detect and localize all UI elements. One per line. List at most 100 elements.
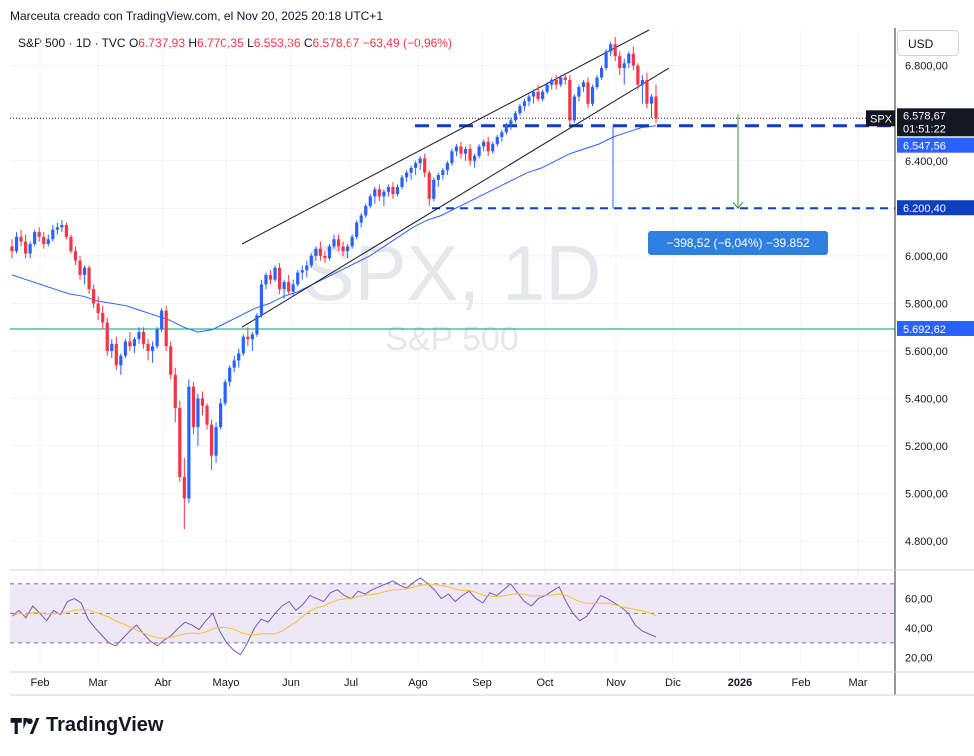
overlays: −398,52 (−6,04%) −39.852 [10, 29, 895, 333]
price-tick: 4.800,00 [905, 536, 948, 548]
candle-body [268, 274, 273, 280]
candle-body [613, 44, 617, 57]
legend-ohlc: O6.737,93 H6.770,35 L6.553,36 C6.578,67 … [129, 36, 452, 50]
symbol-tag: SPX [870, 113, 893, 125]
candle-body [101, 312, 105, 323]
candle-body [477, 146, 481, 157]
candle-body [305, 265, 309, 271]
candle-body [436, 175, 440, 180]
legend: S&P 500 · 1D · TVC O6.737,93 H6.770,35 L… [18, 36, 452, 50]
candle-body [382, 191, 386, 197]
time-label: 2026 [728, 677, 752, 689]
price-tick: 5.000,00 [905, 489, 948, 501]
candle-body [400, 177, 404, 187]
candle-body [60, 224, 64, 228]
low-label: L [247, 36, 254, 50]
time-label: Abr [154, 677, 171, 689]
candle-body [654, 96, 658, 119]
channel-lower [241, 67, 670, 328]
grid [10, 30, 895, 665]
rsi-tick: 40,00 [905, 623, 933, 635]
price-tick: 5.200,00 [905, 441, 948, 453]
candle-body [531, 91, 536, 97]
candle-body [640, 79, 644, 85]
candle-body [228, 367, 232, 382]
candle-body [432, 179, 436, 199]
candles [10, 37, 658, 530]
time-label: Oct [536, 677, 553, 689]
countdown-tag: 01:51:22 [903, 123, 946, 135]
currency-button[interactable]: USD [897, 30, 959, 56]
tradingview-logo[interactable]: TradingView [10, 714, 163, 737]
candle-body [627, 53, 631, 64]
measure-label: −398,52 (−6,04%) −39.852 [666, 236, 809, 250]
legend-symbol[interactable]: S&P 500 · 1D · TVC [18, 36, 126, 50]
candle-body [454, 146, 459, 152]
candle-body [522, 101, 527, 107]
candle-body [491, 144, 495, 152]
candle-body [409, 167, 413, 173]
watermark: SPX, 1D S&P 500 [302, 229, 601, 358]
watermark-ticker: SPX, 1D [302, 229, 601, 317]
candle-body [150, 346, 155, 351]
candle-body [255, 315, 259, 335]
time-label: Sep [472, 677, 492, 689]
candle-body [631, 53, 635, 66]
candle-body [309, 255, 313, 266]
candle-body [51, 229, 55, 240]
candle-body [14, 236, 19, 252]
candle-body [599, 68, 604, 78]
candle-body [300, 270, 304, 273]
candle-body [46, 239, 50, 244]
candle-body [73, 251, 78, 261]
time-label: Jul [344, 677, 358, 689]
candle-body [377, 189, 381, 197]
candle-body [259, 284, 264, 316]
rsi-line [11, 577, 657, 656]
low-value: 6.553,36 [253, 36, 301, 50]
candle-body [92, 289, 96, 304]
candle-body [237, 353, 241, 361]
open-label: O [128, 36, 139, 50]
candle-body [495, 137, 499, 145]
candle-body [128, 341, 132, 347]
target-tag: 6.200,40 [903, 203, 946, 215]
hline-tag: 5.692,62 [903, 324, 946, 336]
last-price-tag: 6.578,67 [903, 110, 946, 122]
candle-body [146, 343, 150, 351]
candle-body [368, 196, 372, 206]
candle-body [24, 241, 28, 254]
candle-body [581, 82, 586, 88]
rsi-band [10, 583, 895, 643]
candle-body [10, 246, 14, 252]
candle-body [137, 331, 141, 340]
change-value: −63,49 (−0,96%) [362, 36, 452, 50]
candle-body [323, 255, 327, 259]
candle-body [164, 310, 168, 347]
candle-body [223, 381, 227, 404]
candle-body [250, 334, 254, 340]
candle-body [586, 82, 590, 104]
candle-body [459, 146, 463, 154]
moving-average-line [11, 125, 657, 333]
candle-body [541, 91, 545, 99]
price-tick: 6.000,00 [905, 251, 948, 263]
ma-value-tag-box [897, 137, 974, 153]
price-tick: 5.800,00 [905, 298, 948, 310]
price-tick: 6.600,00 [905, 108, 948, 120]
time-label: Ago [408, 677, 428, 689]
high-value: 6.770,35 [197, 36, 244, 50]
last-price-box [897, 108, 974, 137]
candle-body [463, 148, 468, 154]
candle-body [82, 267, 87, 275]
candle-body [318, 248, 322, 256]
candle-body [423, 158, 427, 173]
candle-body [527, 96, 531, 102]
candle-body [482, 141, 486, 147]
candle-body [550, 79, 554, 85]
candle-body [160, 310, 164, 330]
candle-body [173, 374, 177, 409]
candle-body [427, 172, 431, 199]
